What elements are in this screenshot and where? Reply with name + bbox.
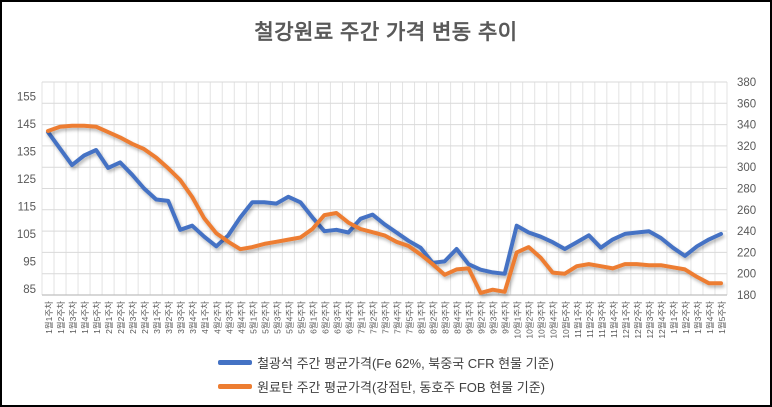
x-axis-category-label: 6월2주차 <box>320 301 330 334</box>
left-axis-tick-label: 155 <box>17 91 36 103</box>
x-axis-category-label: 5월1주차 <box>248 301 258 334</box>
x-axis-category-label: 3월3주차 <box>176 301 186 334</box>
x-axis-category-label: 11월1주차 <box>573 301 583 338</box>
x-axis-category-label: 2월2주차 <box>116 301 126 334</box>
x-axis-category-label: 7월1주차 <box>356 301 366 334</box>
left-axis-tick-label: 115 <box>18 201 36 213</box>
x-axis-category-label: 5월2주차 <box>260 301 270 334</box>
x-axis-category-label: 9월1주차 <box>465 301 475 334</box>
chart-title: 철강원료 주간 가격 변동 추이 <box>254 21 518 44</box>
x-axis-category-label: 12월4주차 <box>657 301 667 339</box>
x-axis-category-label: 1월5주차 <box>717 301 727 334</box>
x-axis-category-label: 7월3주차 <box>381 301 391 334</box>
x-axis-category-label: 3월4주차 <box>188 301 198 334</box>
x-axis-category-label: 9월4주차 <box>501 301 511 334</box>
x-axis-category-label: 1월2주차 <box>681 301 691 334</box>
x-axis-category-label: 5월3주차 <box>272 301 282 334</box>
x-axis-category-label: 3월1주차 <box>152 301 162 334</box>
x-axis-category-label: 1월3주차 <box>68 301 78 334</box>
x-axis-category-label: 12월1주차 <box>621 301 631 339</box>
iron-ore-price-line <box>46 130 723 276</box>
left-axis-tick-label: 125 <box>17 174 36 186</box>
x-axis-category-label: 1월1주차 <box>669 301 679 334</box>
x-axis-category-label: 2월1주차 <box>104 301 114 334</box>
left-axis-tick-label: 85 <box>23 284 36 296</box>
x-axis-category-label: 10월2주차 <box>525 301 535 339</box>
x-axis-category-label: 4월4주차 <box>236 301 246 334</box>
left-axis-tick-label: 135 <box>17 146 36 158</box>
x-axis-category-label: 1월4주차 <box>80 301 90 334</box>
x-axis-category-label: 10월5주차 <box>561 301 571 339</box>
x-axis-category-label: 3월2주차 <box>164 301 174 334</box>
x-axis-category-label: 6월1주차 <box>308 301 318 334</box>
x-axis-category-label: 11월2주차 <box>585 301 595 338</box>
x-axis-category-label: 2월4주차 <box>140 301 150 334</box>
chart-legend: 철광석 주간 평균가격(Fe 62%, 북중국 CFR 현물 기준) 원료탄 주… <box>2 353 770 396</box>
x-axis-category-label: 10월1주차 <box>513 301 523 339</box>
x-axis-category-label: 11월4주차 <box>609 301 619 338</box>
x-axis-category-label: 4월3주차 <box>224 301 234 334</box>
x-axis-category-label: 2월3주차 <box>128 301 138 334</box>
x-axis-category-label: 1월4주차 <box>705 301 715 334</box>
x-axis-category-label: 4월2주차 <box>212 301 222 334</box>
right-axis-tick-label: 320 <box>737 141 756 153</box>
right-axis-tick-label: 280 <box>737 184 756 196</box>
legend-rows: 철광석 주간 평균가격(Fe 62%, 북중국 CFR 현물 기준) 원료탄 주… <box>218 353 554 396</box>
x-axis-category-label: 10월4주차 <box>549 301 559 339</box>
iron-ore-line-swatch-icon <box>218 360 253 365</box>
coking-coal-price-line <box>46 123 723 295</box>
x-axis-category-label: 8월4주차 <box>453 301 463 334</box>
right-axis-tick-label: 200 <box>737 269 756 281</box>
right-axis-tick-label: 180 <box>737 290 756 302</box>
x-axis-category-label: 1월1주차 <box>44 301 54 334</box>
x-axis-category-label: 1월2주차 <box>56 301 66 334</box>
right-axis-tick-label: 220 <box>737 247 756 259</box>
right-axis-tick-label: 340 <box>737 120 756 132</box>
coking-coal-line-swatch-icon <box>218 384 253 389</box>
legend-item-iron-ore: 철광석 주간 평균가격(Fe 62%, 북중국 CFR 현물 기준) <box>218 353 554 372</box>
right-axis-tick-label: 260 <box>737 205 756 217</box>
x-axis-category-label: 1월5주차 <box>92 301 102 334</box>
left-axis-tick-label: 105 <box>17 229 36 241</box>
x-axis-category-label: 5월5주차 <box>296 301 306 334</box>
x-axis-category-label: 9월3주차 <box>489 301 499 334</box>
legend-label-iron-ore: 철광석 주간 평균가격(Fe 62%, 북중국 CFR 현물 기준) <box>257 356 554 371</box>
x-axis-category-label: 4월1주차 <box>200 301 210 334</box>
x-axis-category-label: 7월5주차 <box>405 301 415 334</box>
x-axis-category-label: 7월4주차 <box>393 301 403 334</box>
right-axis-tick-label: 240 <box>737 226 756 238</box>
x-axis-category-label: 6월3주차 <box>332 301 342 334</box>
x-axis-category-label: 12월3주차 <box>645 301 655 339</box>
x-axis-category-label: 9월2주차 <box>477 301 487 334</box>
left-axis-tick-label: 145 <box>17 119 36 131</box>
chart-plot-area: 85 95 105 115 125 135 145 155 180 200 220 240 260 280… <box>17 77 756 339</box>
x-axis-category-label: 11월3주차 <box>597 301 607 338</box>
left-axis-tick-label: 95 <box>23 256 36 268</box>
legend-label-coking-coal: 원료탄 주간 평균가격(강점탄, 동호주 FOB 현물 기준) <box>257 380 545 395</box>
right-axis-tick-label: 360 <box>737 98 756 110</box>
x-axis-category-label: 8월3주차 <box>441 301 451 334</box>
right-axis-tick-label: 380 <box>737 77 756 89</box>
x-axis-category-label: 5월4주차 <box>284 301 294 334</box>
x-axis-category-label: 6월4주차 <box>344 301 354 334</box>
x-axis-category-label: 7월2주차 <box>368 301 378 334</box>
x-axis-category-label: 8월2주차 <box>429 301 439 334</box>
x-axis-category-label: 8월1주차 <box>417 301 427 334</box>
x-axis-category-label: 1월3주차 <box>693 301 703 334</box>
x-axis-category-label: 12월2주차 <box>633 301 643 339</box>
right-axis-tick-label: 300 <box>737 162 756 174</box>
legend-item-coking-coal: 원료탄 주간 평균가격(강점탄, 동호주 FOB 현물 기준) <box>218 377 545 396</box>
x-axis-category-label: 10월3주차 <box>537 301 547 339</box>
